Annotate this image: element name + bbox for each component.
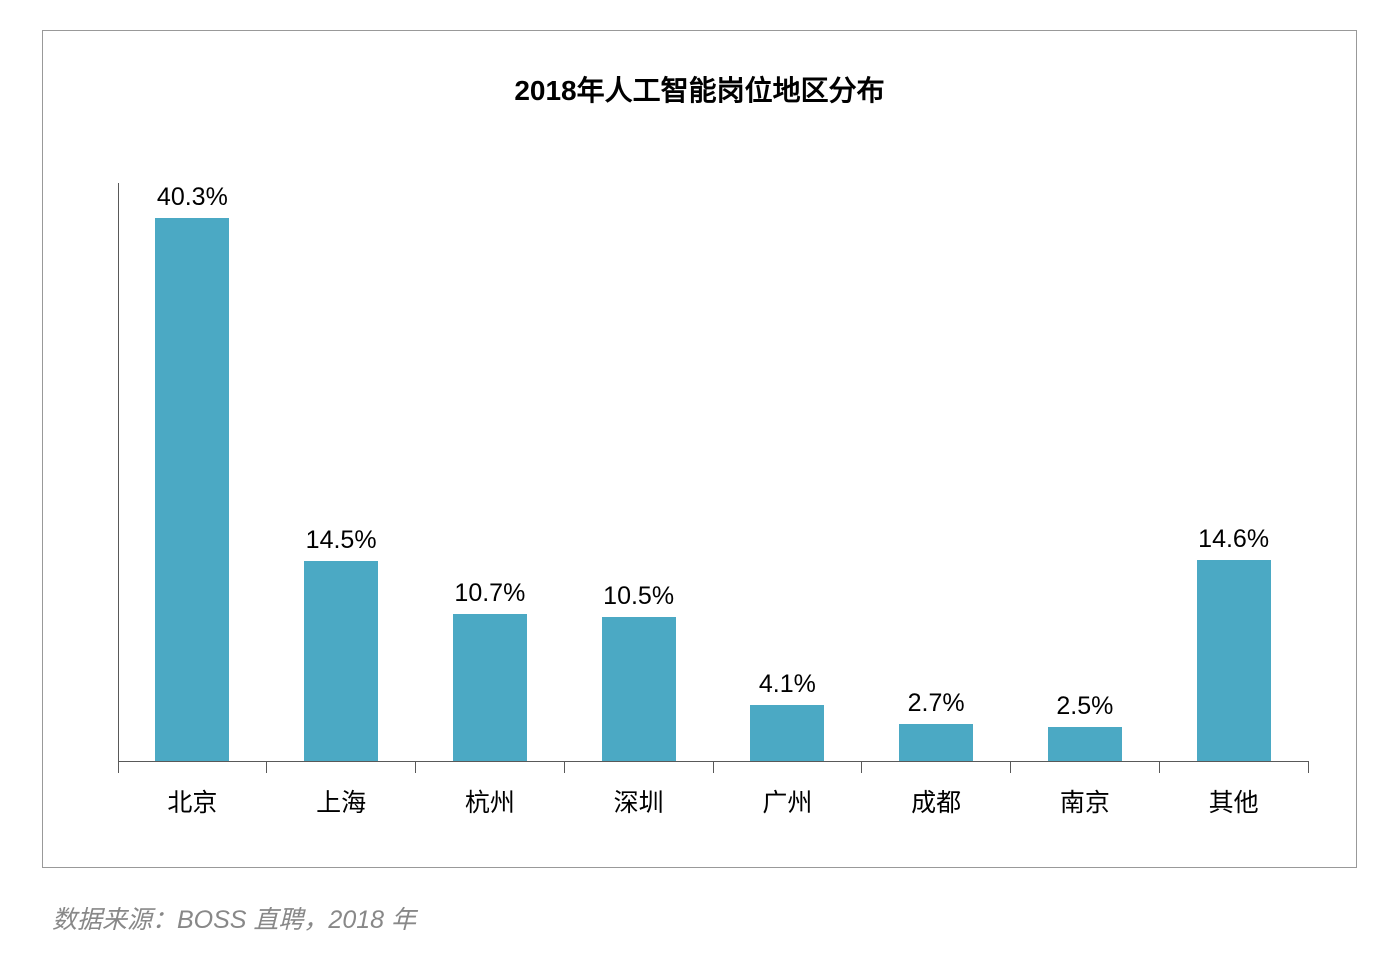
bar xyxy=(899,724,973,761)
bar-value-label: 14.6% xyxy=(1198,525,1269,554)
bar xyxy=(750,705,824,761)
x-axis-labels: 北京上海杭州深圳广州成都南京其他 xyxy=(118,783,1308,819)
x-tick xyxy=(1308,761,1309,773)
bar-group: 40.3% 14.5% 10.7% 10.5% 4.1% 2.7% 2.5% 14.6% xyxy=(118,183,1308,761)
bar-value-label: 2.7% xyxy=(908,689,965,718)
x-axis-label: 南京 xyxy=(1011,783,1160,819)
bar-slot: 40.3% xyxy=(118,183,267,761)
x-axis-label: 成都 xyxy=(862,783,1011,819)
plot-area: 40.3% 14.5% 10.7% 10.5% 4.1% 2.7% 2.5% 14.6% xyxy=(118,183,1308,761)
bar-value-label: 10.7% xyxy=(454,579,525,608)
bar-slot: 10.7% xyxy=(416,183,565,761)
chart-container: 2018年人工智能岗位地区分布 40.3% 14.5% 10.7% 10.5% 4.1%… xyxy=(42,30,1357,868)
bar-slot: 10.5% xyxy=(564,183,713,761)
x-axis-label: 其他 xyxy=(1159,783,1308,819)
bar-value-label: 40.3% xyxy=(157,183,228,212)
bar-value-label: 4.1% xyxy=(759,670,816,699)
bar-slot: 2.5% xyxy=(1011,183,1160,761)
bar xyxy=(453,614,527,761)
chart-title: 2018年人工智能岗位地区分布 xyxy=(43,69,1356,109)
bar xyxy=(1197,560,1271,761)
bar xyxy=(1048,727,1122,761)
bar xyxy=(304,561,378,761)
bar xyxy=(155,218,229,761)
x-axis-ticks xyxy=(118,761,1308,773)
bar-value-label: 10.5% xyxy=(603,582,674,611)
x-axis-label: 广州 xyxy=(713,783,862,819)
bar-value-label: 14.5% xyxy=(306,526,377,555)
x-axis-label: 上海 xyxy=(267,783,416,819)
x-axis-label: 北京 xyxy=(118,783,267,819)
bar-slot: 4.1% xyxy=(713,183,862,761)
x-axis-label: 深圳 xyxy=(564,783,713,819)
bar-slot: 14.5% xyxy=(267,183,416,761)
bar-slot: 14.6% xyxy=(1159,183,1308,761)
x-axis-label: 杭州 xyxy=(416,783,565,819)
source-note: 数据来源：BOSS 直聘，2018 年 xyxy=(52,900,416,936)
y-axis-line xyxy=(118,183,119,773)
bar xyxy=(602,617,676,762)
bar-value-label: 2.5% xyxy=(1056,692,1113,721)
bar-slot: 2.7% xyxy=(862,183,1011,761)
